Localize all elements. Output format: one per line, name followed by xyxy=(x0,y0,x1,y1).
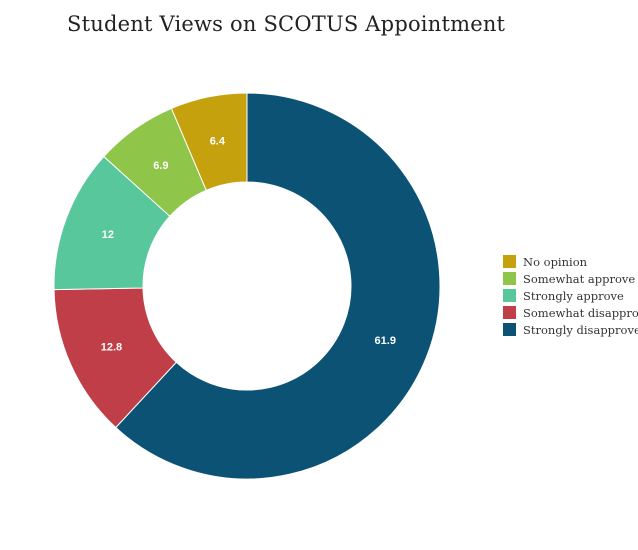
legend-swatch xyxy=(503,323,516,336)
legend-swatch xyxy=(503,306,516,319)
donut-slices xyxy=(53,92,441,480)
legend-label: No opinion xyxy=(523,254,588,269)
legend-label: Strongly disapprove xyxy=(523,322,638,337)
slice-label-strongly-approve: 12 xyxy=(102,229,114,241)
slice-no-opinion xyxy=(170,92,248,191)
legend-item-somewhat-disapprove: Somewhat disapprove xyxy=(503,304,638,321)
legend-item-somewhat-approve: Somewhat approve xyxy=(503,270,638,287)
chart-title: Student Views on SCOTUS Appointment xyxy=(67,12,506,36)
legend-item-strongly-disapprove: Strongly disapprove xyxy=(503,321,638,338)
slice-label-somewhat-disapprove: 12.8 xyxy=(101,342,122,354)
donut-slice-labels: 61.9 12.8 12 6.9 6.4 xyxy=(101,135,396,353)
legend-item-no-opinion: No opinion xyxy=(503,253,638,270)
legend-label: Somewhat approve xyxy=(523,271,636,286)
legend-swatch xyxy=(503,255,516,268)
slice-label-somewhat-approve: 6.9 xyxy=(153,160,168,172)
legend-swatch xyxy=(503,272,516,285)
legend-label: Strongly approve xyxy=(523,288,624,303)
slice-strongly-disapprove xyxy=(115,92,441,480)
legend-swatch xyxy=(503,289,516,302)
legend-label: Somewhat disapprove xyxy=(523,305,638,320)
legend-item-strongly-approve: Strongly approve xyxy=(503,287,638,304)
slice-label-strongly-disapprove: 61.9 xyxy=(375,335,396,347)
slice-label-no-opinion: 6.4 xyxy=(210,135,226,147)
chart-legend: No opinion Somewhat approve Strongly appro… xyxy=(503,253,638,338)
